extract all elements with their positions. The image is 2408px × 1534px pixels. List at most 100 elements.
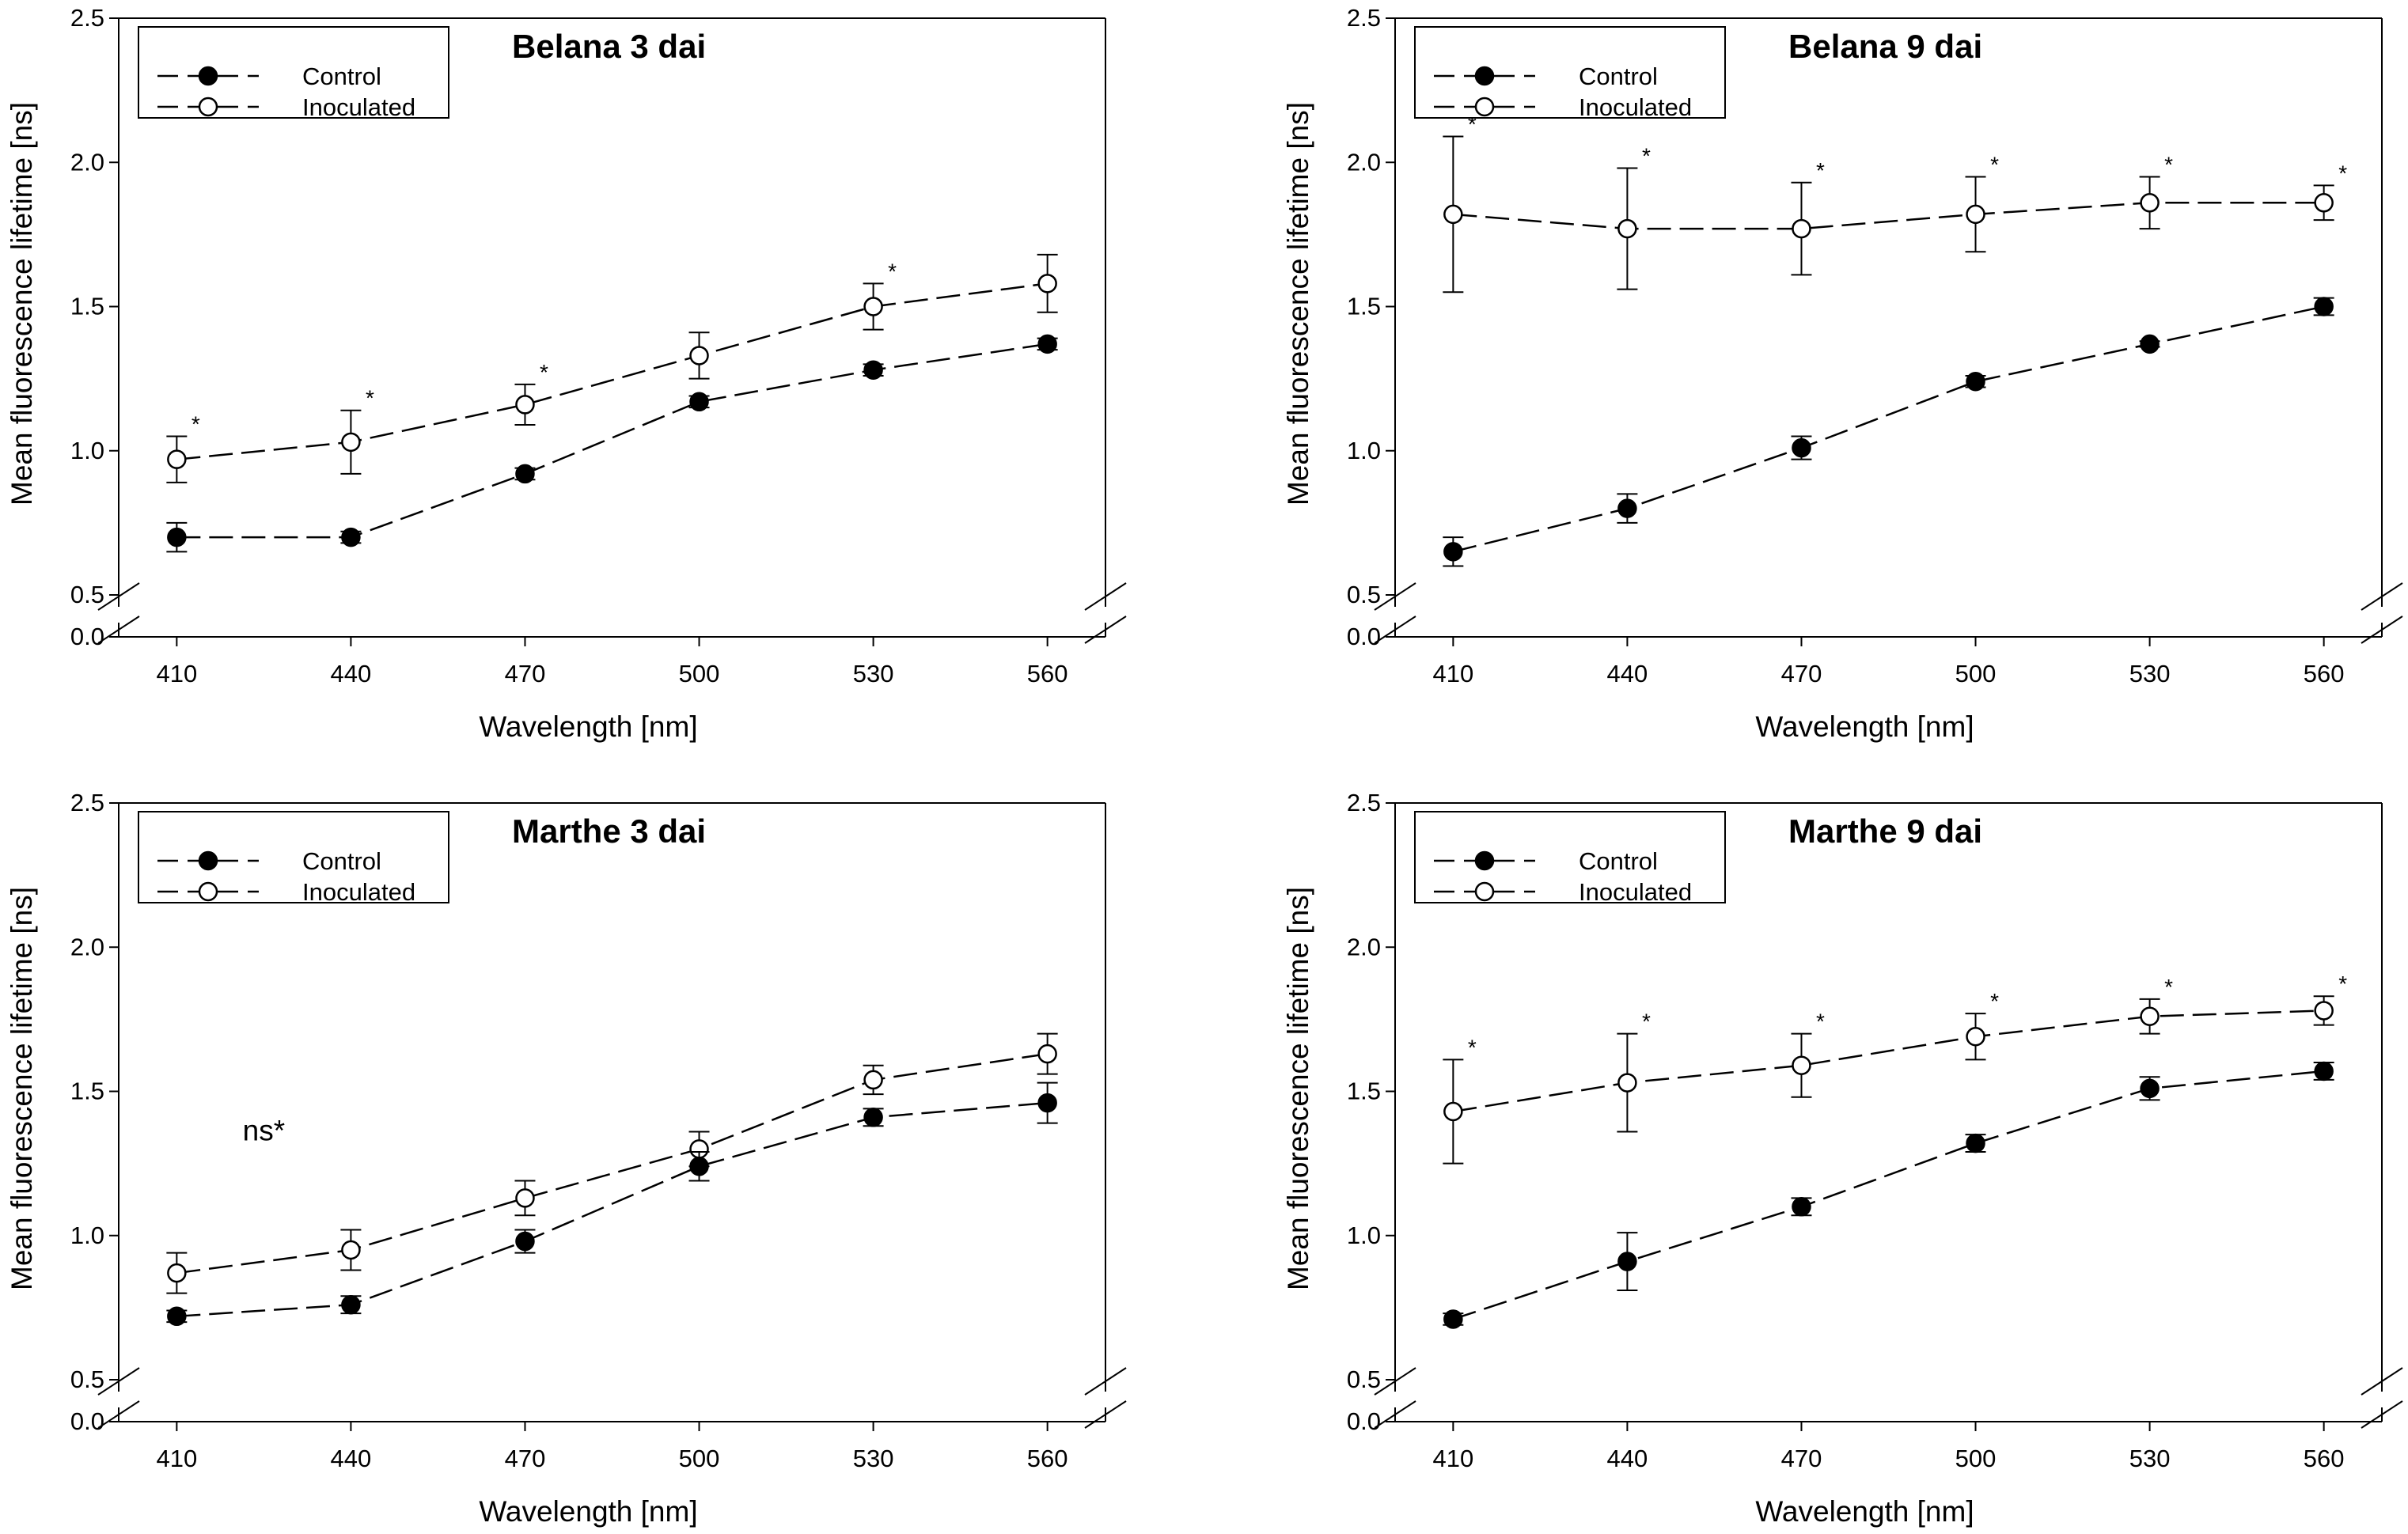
y-tick-label: 2.5 bbox=[70, 789, 104, 816]
legend: Control Inoculated bbox=[138, 26, 449, 121]
significance-mark: * bbox=[1468, 112, 1477, 136]
significance-mark: * bbox=[2338, 972, 2347, 996]
chart-panel-3: 0.0 0.5 1.0 1.5 2.0 2.5 410 440 470 500 530 560 Wave… bbox=[6, 789, 1127, 1528]
data-point bbox=[1792, 1055, 1811, 1075]
significance-mark: * bbox=[888, 259, 897, 283]
y-axis-break-mark bbox=[97, 582, 140, 611]
y-axis-label: Mean fluorescence lifetime [ns] bbox=[6, 102, 38, 506]
x-tick-label: 470 bbox=[1781, 1445, 1822, 1472]
data-point bbox=[2314, 193, 2334, 213]
series-line bbox=[176, 1052, 1048, 1275]
data-point bbox=[1443, 204, 1463, 225]
y-tick-label: 0.5 bbox=[1347, 581, 1381, 608]
y-axis-break-mark bbox=[97, 615, 140, 644]
x-tick-label: 560 bbox=[2304, 1445, 2345, 1472]
legend-label-inoculated: Inoculated bbox=[1579, 878, 1692, 906]
data-point bbox=[863, 297, 883, 316]
x-axis-label: Wavelength [nm] bbox=[479, 1495, 697, 1528]
y-axis-label: Mean fluorescence lifetime [ns] bbox=[1282, 887, 1314, 1290]
series-control bbox=[166, 1081, 1058, 1327]
legend-marker-inoculated bbox=[1474, 881, 1495, 902]
data-point bbox=[341, 1294, 361, 1315]
legend-box bbox=[1414, 811, 1726, 903]
significance-mark: * bbox=[192, 412, 200, 437]
y-tick-label: 1.5 bbox=[1347, 1078, 1381, 1105]
data-point bbox=[1037, 1043, 1057, 1064]
series-line bbox=[1453, 1009, 2324, 1113]
x-tick-label: 410 bbox=[156, 1445, 197, 1472]
frame-break-mark bbox=[1084, 615, 1127, 644]
data-point bbox=[2140, 1078, 2160, 1099]
y-axis-break-mark bbox=[1374, 1367, 1416, 1396]
significance-mark: * bbox=[2164, 152, 2173, 176]
x-tick-label: 440 bbox=[1607, 1445, 1648, 1472]
y-axis-break-mark bbox=[97, 1400, 140, 1429]
significance-mark: * bbox=[2164, 975, 2173, 999]
x-tick-label: 560 bbox=[1027, 660, 1068, 687]
x-axis-label: Wavelength [nm] bbox=[1755, 1495, 1974, 1528]
y-tick-label: 0.0 bbox=[1347, 623, 1381, 650]
x-tick-label: 470 bbox=[505, 1445, 546, 1472]
series-line bbox=[1453, 202, 2324, 230]
series-line bbox=[176, 282, 1048, 460]
data-point bbox=[689, 1157, 709, 1176]
data-point bbox=[1617, 498, 1637, 518]
y-tick-label: 2.0 bbox=[1347, 933, 1381, 960]
significance-mark: * bbox=[366, 386, 374, 411]
significance-mark: * bbox=[1990, 989, 1999, 1013]
y-tick-label: 1.0 bbox=[1347, 1222, 1381, 1249]
data-point bbox=[2140, 334, 2160, 354]
legend-label-control: Control bbox=[302, 62, 381, 90]
series-inoculated bbox=[1443, 135, 2334, 294]
data-point bbox=[1443, 1101, 1463, 1122]
data-point bbox=[2314, 1061, 2334, 1081]
legend-label-control: Control bbox=[1579, 847, 1658, 875]
y-tick-label: 0.0 bbox=[1347, 1407, 1381, 1435]
significance-mark: * bbox=[2338, 161, 2347, 185]
y-tick-label: 2.0 bbox=[1347, 148, 1381, 176]
panel-title: Marthe 9 dai bbox=[1788, 812, 1982, 850]
data-point bbox=[1966, 204, 1985, 225]
data-point bbox=[1792, 1197, 1811, 1217]
x-tick-label: 560 bbox=[2304, 660, 2345, 687]
x-tick-label: 500 bbox=[679, 660, 720, 687]
legend-marker-control bbox=[1474, 850, 1495, 871]
data-point bbox=[1443, 1309, 1463, 1329]
series-line bbox=[1453, 305, 2324, 553]
significance-mark: * bbox=[1642, 1009, 1651, 1034]
y-tick-label: 0.5 bbox=[70, 581, 104, 608]
data-point bbox=[1792, 437, 1811, 458]
y-tick-label: 2.5 bbox=[1347, 4, 1381, 32]
legend: Control Inoculated bbox=[138, 811, 449, 906]
legend-label-inoculated: Inoculated bbox=[302, 878, 415, 906]
data-point bbox=[689, 346, 709, 366]
y-tick-label: 1.5 bbox=[1347, 293, 1381, 320]
chart-panel-1: 0.0 0.5 1.0 1.5 2.0 2.5 410 440 470 500 530 560 Wave… bbox=[6, 4, 1127, 743]
frame-break-mark bbox=[2361, 1400, 2403, 1429]
annotation-label: ns* bbox=[243, 1114, 285, 1146]
y-axis-label: Mean fluorescence lifetime [ns] bbox=[6, 887, 38, 1290]
frame-break-mark bbox=[1084, 1367, 1127, 1396]
data-point bbox=[1966, 1133, 1985, 1153]
data-point bbox=[863, 1070, 883, 1090]
data-point bbox=[167, 1263, 187, 1283]
frame-break-mark bbox=[2361, 1367, 2403, 1396]
y-tick-label: 1.5 bbox=[70, 1078, 104, 1105]
legend-marker-control bbox=[1474, 66, 1495, 86]
data-point bbox=[515, 395, 535, 415]
frame-break-mark bbox=[2361, 582, 2403, 611]
x-tick-label: 530 bbox=[2129, 660, 2171, 687]
significance-mark: * bbox=[1816, 158, 1825, 183]
y-tick-label: 2.0 bbox=[70, 148, 104, 176]
series-inoculated bbox=[166, 253, 1058, 483]
x-tick-label: 410 bbox=[156, 660, 197, 687]
data-point bbox=[1617, 1073, 1637, 1093]
x-tick-label: 440 bbox=[331, 660, 372, 687]
series-control bbox=[1443, 1061, 2334, 1329]
legend-box bbox=[1414, 26, 1726, 119]
significance-mark: * bbox=[1990, 152, 1999, 176]
frame-break-mark bbox=[1084, 1400, 1127, 1429]
y-tick-label: 1.5 bbox=[70, 293, 104, 320]
data-point bbox=[2314, 1001, 2334, 1021]
x-tick-label: 560 bbox=[1027, 1445, 1068, 1472]
